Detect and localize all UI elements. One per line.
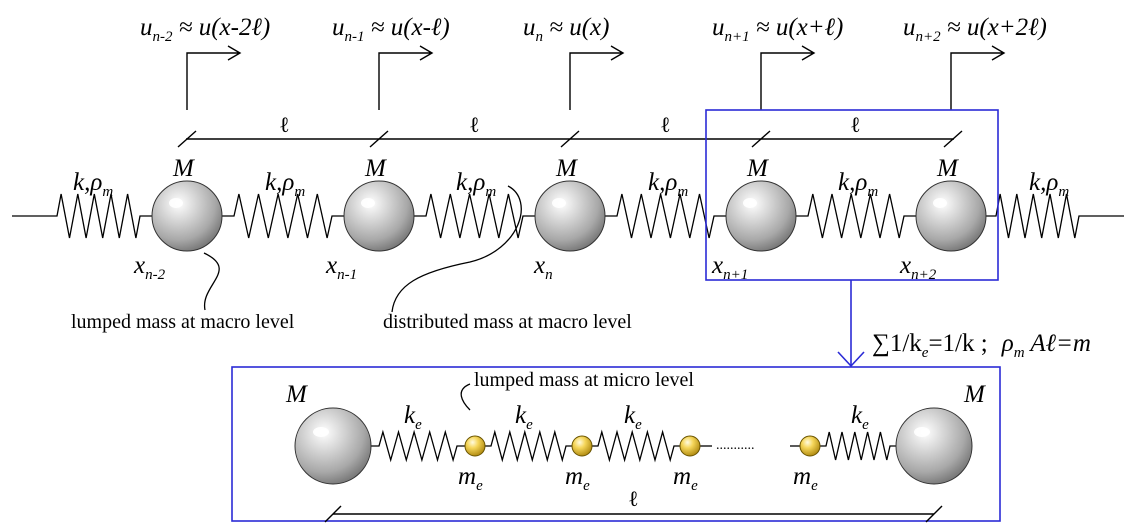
micro-mass-label-me: me bbox=[673, 463, 698, 494]
spring bbox=[605, 193, 726, 239]
lumped-micro-label: lumped mass at micro level bbox=[474, 369, 694, 391]
mass-label: M bbox=[746, 155, 769, 182]
arrow-n-2 bbox=[186, 45, 242, 110]
displacement-labels: un-2 ≈ u(x-2ℓ) un-1 ≈ u(x-ℓ) un ≈ u(x) u… bbox=[140, 14, 1047, 45]
micro-mass bbox=[464, 435, 486, 457]
spring-label: k,ρm bbox=[648, 169, 688, 200]
disp-label-n+1: un+1 ≈ u(x+ℓ) bbox=[712, 14, 843, 45]
relation-formula: ∑1/ke=1/k ; ρm Aℓ=m bbox=[872, 330, 1091, 361]
zoom-connector bbox=[837, 280, 865, 368]
micro-spring-labels: ke ke ke ke bbox=[404, 402, 869, 433]
micro-mass-label: M bbox=[285, 381, 308, 408]
micro-mass-label-me: me bbox=[458, 463, 483, 494]
mass-label: M bbox=[364, 155, 387, 182]
spring bbox=[12, 193, 152, 239]
spring bbox=[222, 193, 344, 239]
displacement-arrows bbox=[186, 45, 1006, 110]
ell-label: ℓ bbox=[660, 112, 671, 137]
mass-label: M bbox=[172, 155, 195, 182]
spacing-tick bbox=[560, 130, 580, 148]
position-label-n-2: xn-2 bbox=[133, 252, 166, 283]
micro-springs bbox=[371, 429, 896, 463]
ell-label: ℓ bbox=[850, 112, 861, 137]
arrow-n+1 bbox=[760, 45, 816, 110]
spacing-tick bbox=[943, 130, 963, 148]
disp-label-n: un ≈ u(x) bbox=[523, 14, 609, 45]
micro-mass bbox=[679, 435, 701, 457]
micro-mass-label-me: me bbox=[793, 463, 818, 494]
leader-distributed-macro bbox=[391, 185, 522, 313]
micro-spring-label: ke bbox=[851, 402, 869, 433]
micro-spring-label: ke bbox=[515, 402, 533, 433]
spacing-tick bbox=[369, 130, 389, 148]
spacing-tick bbox=[751, 130, 771, 148]
arrow-n-1 bbox=[378, 45, 434, 110]
position-label-n+1: xn+1 bbox=[711, 252, 748, 283]
leader-lumped-macro bbox=[203, 252, 220, 311]
mass-n bbox=[534, 180, 606, 252]
micro-mass bbox=[571, 435, 593, 457]
spring bbox=[796, 193, 916, 239]
selection-frame bbox=[705, 109, 999, 281]
disp-label-n-2: un-2 ≈ u(x-2ℓ) bbox=[140, 14, 270, 45]
arrow-n+2 bbox=[950, 45, 1006, 110]
spring bbox=[820, 431, 896, 461]
spring-label: k,ρm bbox=[456, 169, 496, 200]
spring-label: k,ρm bbox=[265, 169, 305, 200]
spacing-dimension bbox=[177, 130, 963, 148]
micro-ellipsis: ........... bbox=[716, 438, 755, 453]
micro-end-masses bbox=[294, 407, 973, 485]
spring bbox=[414, 193, 535, 239]
mass-n-1 bbox=[343, 180, 415, 252]
disp-label-n+2: un+2 ≈ u(x+2ℓ) bbox=[903, 14, 1047, 45]
disp-label-n-1: un-1 ≈ u(x-ℓ) bbox=[332, 14, 450, 45]
position-label-n+2: xn+2 bbox=[899, 252, 937, 283]
micro-mass-label-me: me bbox=[565, 463, 590, 494]
macro-springs bbox=[12, 193, 1124, 239]
spacing-labels: ℓ ℓ ℓ ℓ bbox=[279, 112, 861, 137]
position-labels: xn-2 xn-1 xn xn+1 xn+2 bbox=[133, 252, 937, 283]
micro-spring-label: ke bbox=[404, 402, 422, 433]
mass-n+2 bbox=[915, 180, 987, 252]
spring bbox=[371, 429, 465, 463]
spring-labels: k,ρm k,ρm k,ρm k,ρm k,ρm k,ρm bbox=[73, 169, 1069, 200]
ell-label: ℓ bbox=[469, 112, 480, 137]
spring bbox=[592, 429, 680, 463]
micro-spacing-dimension bbox=[324, 505, 943, 523]
micro-mass bbox=[799, 435, 821, 457]
spring-label: k,ρm bbox=[73, 169, 113, 200]
micro-mass-labels: me me me me bbox=[458, 463, 818, 494]
mass-n-2 bbox=[151, 180, 223, 252]
micro-mass-right bbox=[895, 407, 973, 485]
spring bbox=[986, 193, 1124, 239]
mass-label: M bbox=[555, 155, 578, 182]
macro-mass-labels: M M M M M bbox=[172, 155, 959, 182]
leader-lumped-micro bbox=[460, 383, 471, 411]
micro-mass-label: M bbox=[963, 381, 986, 408]
position-label-n-1: xn-1 bbox=[325, 252, 357, 283]
distributed-macro-label: distributed mass at macro level bbox=[383, 311, 632, 333]
macro-masses bbox=[151, 180, 987, 252]
micro-mass-left bbox=[294, 407, 372, 485]
micro-ell-label: ℓ bbox=[628, 486, 639, 511]
spacing-tick bbox=[177, 130, 197, 148]
micro-spring-label: ke bbox=[624, 402, 642, 433]
micro-small-masses bbox=[464, 435, 821, 457]
annotation-leaders bbox=[203, 185, 522, 411]
spring bbox=[485, 429, 572, 463]
spring-label: k,ρm bbox=[1029, 169, 1069, 200]
position-label-n: xn bbox=[533, 252, 553, 283]
lumped-macro-label: lumped mass at macro level bbox=[71, 311, 295, 333]
spring-label: k,ρm bbox=[838, 169, 878, 200]
ell-label: ℓ bbox=[279, 112, 290, 137]
micro-detail-frame bbox=[231, 366, 1001, 522]
arrow-n bbox=[569, 45, 625, 110]
mass-n+1 bbox=[725, 180, 797, 252]
mass-label: M bbox=[936, 155, 959, 182]
